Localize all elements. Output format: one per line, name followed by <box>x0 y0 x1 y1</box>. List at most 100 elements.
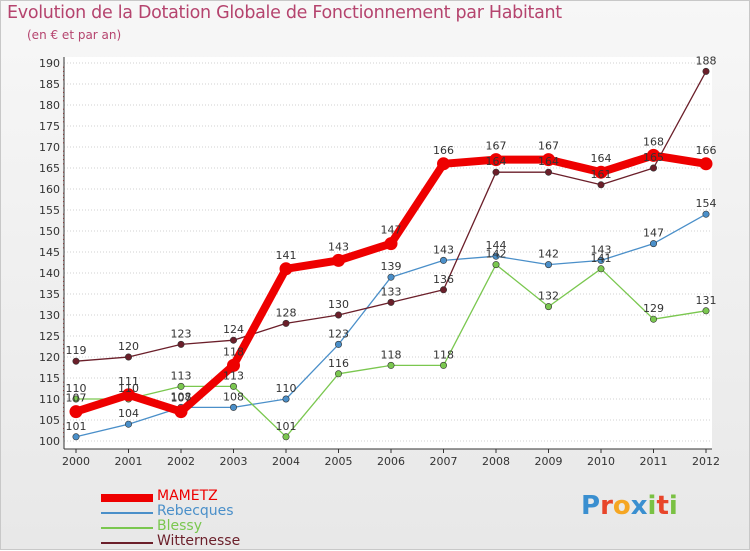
y-tick-label: 110 <box>39 393 60 406</box>
data-label: 123 <box>328 327 349 340</box>
data-label: 165 <box>643 151 664 164</box>
data-label: 101 <box>276 420 297 433</box>
data-point <box>230 336 238 344</box>
data-point <box>439 361 447 369</box>
data-point <box>439 256 447 264</box>
data-point <box>279 262 293 276</box>
data-point <box>649 240 657 248</box>
y-tick-label: 185 <box>39 78 60 91</box>
data-label: 164 <box>538 155 559 168</box>
data-point <box>649 164 657 172</box>
data-point <box>282 319 290 327</box>
data-label: 111 <box>118 375 139 388</box>
legend-swatch <box>101 512 153 514</box>
y-tick-label: 135 <box>39 288 60 301</box>
data-label: 143 <box>328 240 349 253</box>
data-point <box>282 433 290 441</box>
data-point <box>230 403 238 411</box>
y-tick-label: 190 <box>39 57 60 70</box>
y-tick-label: 175 <box>39 120 60 133</box>
data-label: 116 <box>328 357 349 370</box>
data-label: 166 <box>696 144 717 157</box>
x-tick-label: 2011 <box>640 455 668 468</box>
x-tick-label: 2009 <box>535 455 563 468</box>
x-tick-label: 2004 <box>272 455 300 468</box>
data-label: 133 <box>381 285 402 298</box>
y-tick-label: 150 <box>39 225 60 238</box>
data-point <box>702 307 710 315</box>
y-tick-label: 165 <box>39 162 60 175</box>
plot-area <box>64 57 712 449</box>
data-point <box>492 252 500 260</box>
data-point <box>647 148 660 162</box>
data-label: 131 <box>696 294 717 307</box>
data-label: 107 <box>171 392 192 405</box>
data-label: 142 <box>538 248 559 261</box>
y-tick-label: 140 <box>39 267 60 280</box>
data-point <box>72 433 80 441</box>
data-label: 147 <box>381 224 402 237</box>
data-label: 143 <box>433 243 454 256</box>
data-point <box>544 261 552 269</box>
data-label: 130 <box>328 298 349 311</box>
data-label: 104 <box>118 407 139 420</box>
x-tick-label: 2006 <box>377 455 405 468</box>
data-point <box>597 265 605 273</box>
data-label: 188 <box>696 54 717 67</box>
data-point <box>492 261 500 269</box>
y-tick-label: 130 <box>39 309 60 322</box>
data-label: 110 <box>66 382 87 395</box>
data-point <box>597 181 605 189</box>
data-point <box>489 153 503 167</box>
data-label: 128 <box>276 306 297 319</box>
data-point <box>542 153 555 167</box>
legend-swatch <box>101 494 153 502</box>
y-tick-label: 180 <box>39 99 60 112</box>
x-tick-label: 2010 <box>587 455 615 468</box>
data-label: 139 <box>381 260 402 273</box>
legend-swatch <box>101 527 153 529</box>
data-label: 154 <box>696 197 717 210</box>
data-label: 136 <box>433 273 454 286</box>
data-label: 167 <box>538 140 559 153</box>
data-label: 168 <box>643 135 664 148</box>
data-label: 141 <box>276 249 297 262</box>
data-point <box>177 382 185 390</box>
data-label: 124 <box>223 323 244 336</box>
data-label: 144 <box>486 239 507 252</box>
y-tick-label: 105 <box>39 414 60 427</box>
data-point <box>594 165 608 179</box>
data-label: 147 <box>643 227 664 240</box>
data-point <box>544 168 552 176</box>
data-point <box>125 353 133 361</box>
data-label: 120 <box>118 340 139 353</box>
data-point <box>72 357 80 365</box>
data-label: 142 <box>486 248 507 261</box>
y-tick-label: 155 <box>39 204 60 217</box>
data-point <box>69 405 83 419</box>
data-point <box>227 358 240 372</box>
data-point <box>230 382 238 390</box>
chart-subtitle: (en € et par an) <box>27 28 122 42</box>
data-label: 101 <box>66 420 87 433</box>
data-point <box>72 395 80 403</box>
data-label: 118 <box>223 345 244 358</box>
y-tick-label: 145 <box>39 246 60 259</box>
y-tick-label: 120 <box>39 351 60 364</box>
data-point <box>174 405 188 419</box>
data-label: 108 <box>171 390 192 403</box>
y-tick-label: 160 <box>39 183 60 196</box>
x-tick-label: 2007 <box>430 455 458 468</box>
data-point <box>384 237 398 251</box>
y-tick-label: 115 <box>39 372 60 385</box>
legend-label: Witternesse <box>157 533 241 549</box>
data-point <box>702 210 710 218</box>
data-label: 113 <box>171 369 192 382</box>
data-point <box>544 303 552 311</box>
data-point <box>437 157 450 171</box>
x-tick-label: 2000 <box>62 455 90 468</box>
data-point <box>334 370 342 378</box>
data-label: 113 <box>223 369 244 382</box>
data-point <box>702 67 710 75</box>
